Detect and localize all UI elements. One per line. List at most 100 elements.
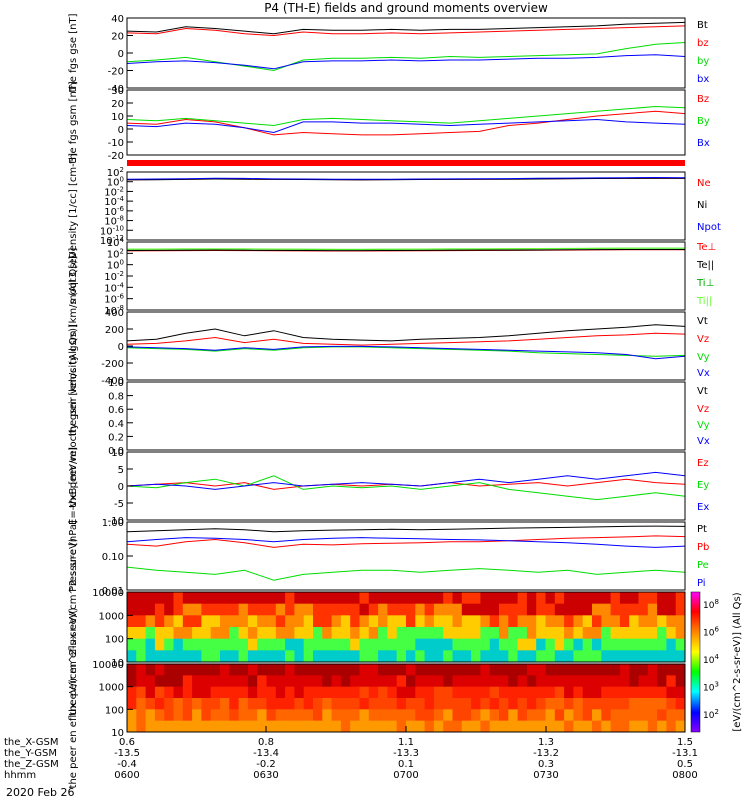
heatmap-cell <box>675 592 686 605</box>
heatmap-cell <box>675 675 686 688</box>
heatmap-cell <box>396 650 407 663</box>
heatmap-cell <box>508 698 519 710</box>
heatmap-cell <box>619 650 630 663</box>
heatmap-cell <box>424 638 435 651</box>
heatmap-cell <box>666 675 677 688</box>
heatmap-cell <box>582 603 593 616</box>
heatmap-cell <box>657 650 667 663</box>
heatmap-cell <box>433 698 444 710</box>
heatmap-cell <box>461 638 472 651</box>
heatmap-cell <box>145 603 156 616</box>
heatmap-cell <box>452 720 463 733</box>
heatmap-cell <box>387 603 398 616</box>
heatmap-cell <box>471 686 481 699</box>
heatmap-cell <box>526 603 537 616</box>
heatmap-cell <box>601 686 612 699</box>
heatmap-cell <box>573 720 584 733</box>
heatmap-cell <box>340 615 351 628</box>
heatmap-cell <box>275 664 286 676</box>
heatmap-cell <box>294 650 305 663</box>
heatmap-cell <box>424 603 435 616</box>
heatmap-cell <box>220 709 230 722</box>
heatmap-cell <box>127 709 137 722</box>
heatmap-cell <box>229 592 240 605</box>
heatmap-cell <box>452 675 463 688</box>
panel-frame <box>126 591 686 663</box>
heatmap-cell <box>564 664 574 676</box>
heatmap-cell <box>313 638 323 651</box>
heatmap-cell <box>619 720 630 733</box>
y-tick-label: 20 <box>111 32 124 43</box>
heatmap-cell <box>443 615 453 628</box>
heatmap-cell <box>164 709 174 722</box>
heatmap-cell <box>657 698 667 710</box>
heatmap-cell <box>285 698 295 710</box>
heatmap-cell <box>127 615 137 628</box>
heatmap-cell <box>285 650 295 663</box>
heatmap-cell <box>303 615 314 628</box>
heatmap-cell <box>517 720 528 733</box>
y-tick-label: 0.10 <box>102 552 124 563</box>
heatmap-cell <box>257 686 267 699</box>
heatmap-cell <box>461 627 472 640</box>
heatmap-cell <box>396 627 407 640</box>
heatmap-cell <box>582 592 593 605</box>
heatmap-cell <box>275 686 286 699</box>
heatmap-cell <box>266 615 277 628</box>
heatmap-cell <box>247 650 258 663</box>
heatmap-cell <box>433 603 444 616</box>
heatmap-cell <box>368 709 379 722</box>
heatmap-cell <box>368 638 379 651</box>
heatmap-cell <box>322 650 333 663</box>
heatmap-cell <box>489 603 500 616</box>
heatmap-cell <box>406 686 416 699</box>
heatmap-cell <box>378 720 388 733</box>
heatmap-cell <box>220 638 230 651</box>
heatmap-cell <box>266 650 277 663</box>
heatmap-cell <box>545 592 556 605</box>
heatmap-cell <box>229 638 240 651</box>
heatmap-cell <box>136 603 147 616</box>
x-tick-label: -13.3 <box>393 748 419 759</box>
heatmap-cell <box>443 664 453 676</box>
heatmap-cell <box>359 698 370 710</box>
heatmap-cell <box>266 686 277 699</box>
heatmap-cell <box>368 627 379 640</box>
series-line-bz <box>126 25 686 37</box>
heatmap-cell <box>136 686 147 699</box>
heatmap-cell <box>303 650 314 663</box>
panel-frame <box>126 521 686 591</box>
heatmap-cell <box>433 720 444 733</box>
heatmap-cell <box>257 650 267 663</box>
heatmap-cell <box>424 592 435 605</box>
panel-1: 40 20 0 -20 -40 the fgs gse [nT] Bt bz by bx <box>68 13 709 95</box>
y-tick-label: 0.4 <box>108 419 124 430</box>
heatmap-cell <box>313 603 323 616</box>
heatmap-cell <box>415 675 426 688</box>
heatmap-cell <box>257 675 267 688</box>
heatmap-cell <box>340 638 351 651</box>
y-tick-label: 1.00 <box>102 518 124 529</box>
y-tick-label: 10000 <box>92 588 124 599</box>
heatmap-cell <box>526 650 537 663</box>
heatmap-cell <box>619 638 630 651</box>
heatmap-cell <box>210 709 221 722</box>
heatmap-cell <box>294 709 305 722</box>
heatmap-cell <box>266 698 277 710</box>
heatmap-cell <box>573 650 584 663</box>
heatmap-cell <box>145 650 156 663</box>
heatmap-cell <box>582 650 593 663</box>
heatmap-cell <box>629 650 639 663</box>
heatmap-cell <box>619 698 630 710</box>
heatmap-cell <box>154 627 165 640</box>
colorbar-label: [eV/(cm^2-s-sr-eV)] (All Qs) <box>732 592 743 731</box>
heatmap-cell <box>461 709 472 722</box>
heatmap-cell <box>610 686 621 699</box>
heatmap-cell <box>275 698 286 710</box>
heatmap-cell <box>610 675 621 688</box>
heatmap-cell <box>564 675 574 688</box>
legend-entry: Bx <box>697 138 710 149</box>
heatmap-cell <box>638 686 649 699</box>
heatmap-cell <box>220 627 230 640</box>
y-tick-label: 30 <box>111 86 124 97</box>
